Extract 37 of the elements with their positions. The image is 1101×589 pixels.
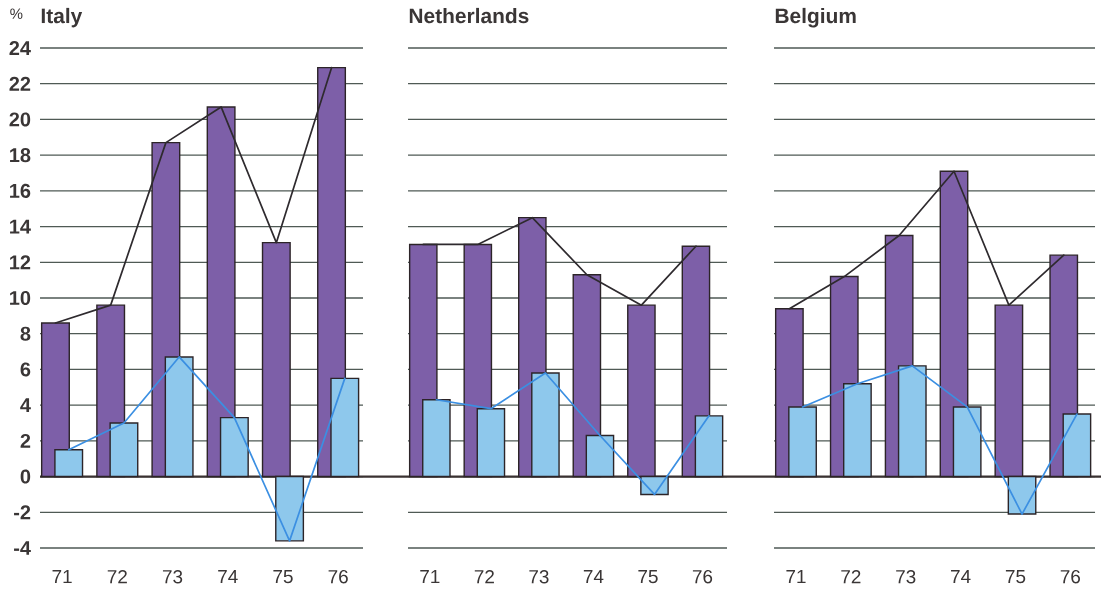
x-tick-label: 72 <box>474 570 494 584</box>
y-tick-label: 6 <box>20 362 31 377</box>
chart-title: Italy <box>41 7 83 28</box>
x-tick-label: 73 <box>529 570 549 584</box>
chart-title: Netherlands <box>409 7 529 24</box>
y-tick-label: 4 <box>20 398 31 412</box>
y-tick-label: 16 <box>10 183 31 198</box>
x-tick-label: 71 <box>786 570 806 584</box>
x-tick-label: 76 <box>328 570 348 584</box>
x-tick-label: 74 <box>951 570 971 584</box>
y-tick-label: 12 <box>10 255 31 270</box>
y-tick-label: 8 <box>20 326 31 341</box>
y-tick-label: 2 <box>20 433 31 448</box>
y-tick-label: 18 <box>10 148 31 163</box>
x-tick-label: 76 <box>692 570 713 584</box>
x-tick-label: 74 <box>583 570 604 584</box>
x-tick-label: 74 <box>218 570 238 584</box>
x-tick-label: 71 <box>420 570 440 584</box>
y-tick-label: 22 <box>9 76 31 91</box>
x-tick-label: 75 <box>273 570 293 584</box>
x-tick-label: 75 <box>638 570 658 584</box>
y-tick-label: -4 <box>14 541 31 555</box>
x-tick-label: 76 <box>1060 570 1081 584</box>
y-axis-title: % <box>10 8 23 19</box>
x-tick-label: 72 <box>841 570 861 584</box>
x-tick-label: 73 <box>162 570 183 584</box>
chart-title: Belgium <box>775 7 856 28</box>
y-tick-label: 24 <box>9 41 31 55</box>
x-tick-label: 73 <box>896 570 916 584</box>
x-tick-label: 71 <box>52 570 72 584</box>
x-tick-label: 75 <box>1005 570 1026 584</box>
y-tick-label: 20 <box>9 112 31 127</box>
y-tick-label: 10 <box>10 290 31 306</box>
x-tick-label: 72 <box>107 570 127 584</box>
y-tick-label: 0 <box>20 469 31 484</box>
y-tick-label: 14 <box>10 219 31 234</box>
y-tick-label: -2 <box>14 505 31 520</box>
